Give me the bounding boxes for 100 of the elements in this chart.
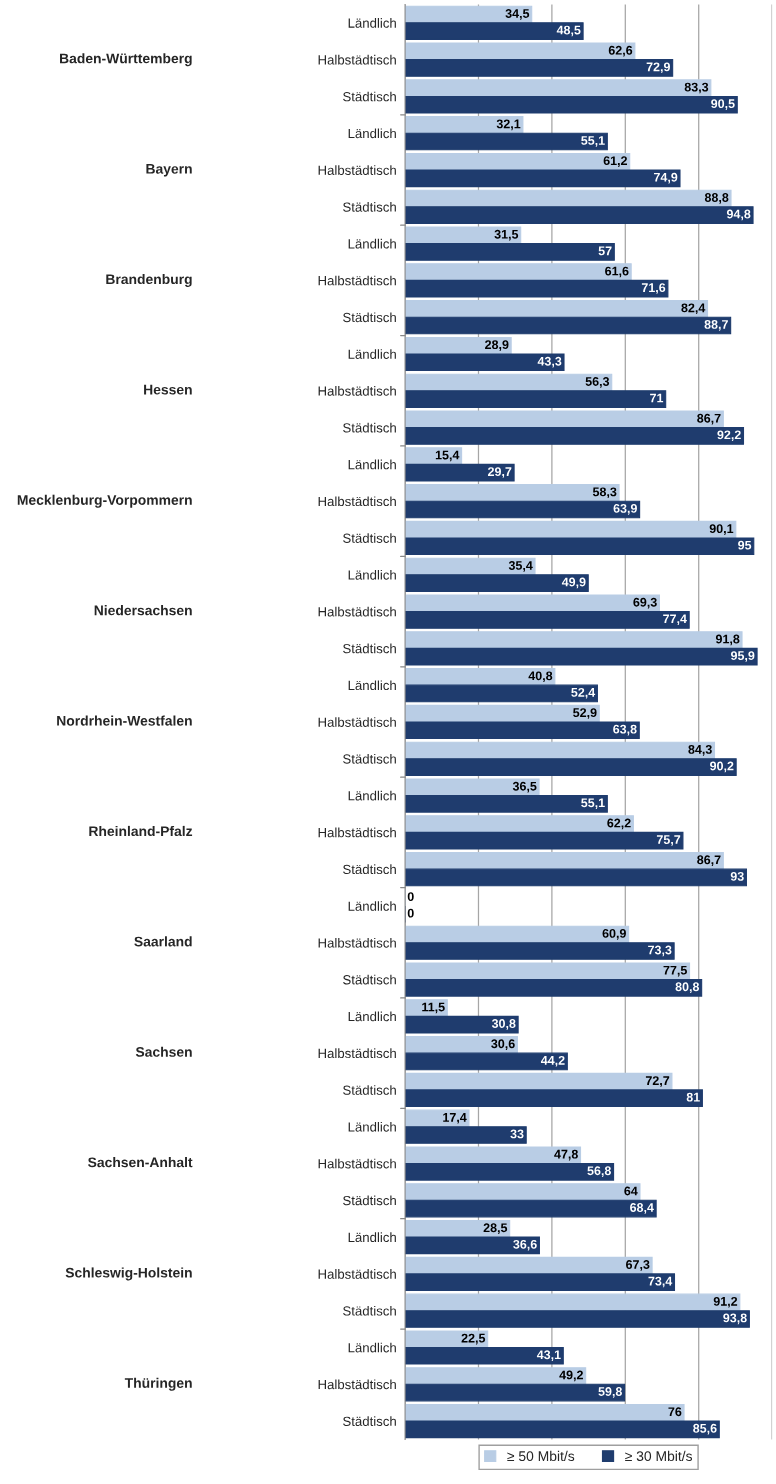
data-label: 69,3 [633, 597, 657, 609]
y-tick-label: Städtisch [343, 422, 396, 433]
data-label: 82,4 [681, 303, 706, 315]
data-label: 22,5 [461, 1333, 486, 1345]
data-label: 49,2 [559, 1370, 583, 1382]
text: Saarland [134, 936, 192, 947]
data-label: 30,6 [491, 1039, 515, 1051]
legend-label: ≥ 50 Mbit/s [507, 1450, 575, 1462]
y-tick-label: Halbstädtisch [318, 386, 396, 396]
data-label: 86,7 [697, 413, 721, 425]
y-tick-label: Halbstädtisch [318, 827, 396, 838]
data-label: 28,5 [483, 1223, 508, 1234]
text: Thüringen [124, 1377, 192, 1391]
data-label: 55,1 [581, 136, 605, 147]
y-tick-label: Städtisch [343, 91, 396, 102]
y-tick-label: Ländlich [348, 1232, 396, 1243]
y-tick-label: Städtisch [343, 1195, 396, 1206]
data-label: 55,1 [581, 798, 605, 809]
data-label: 60,9 [602, 928, 626, 940]
text: Mecklenburg-Vorpommern [17, 494, 192, 508]
data-label: 48,5 [556, 25, 581, 37]
data-label: 32,1 [496, 119, 521, 131]
y-tick-label: Städtisch [343, 1085, 396, 1095]
data-label: 63,8 [613, 724, 637, 736]
data-label: 85,6 [693, 1423, 717, 1435]
y-tick-label: Ländlich [348, 1121, 396, 1132]
y-tick-label: Ländlich [348, 901, 396, 911]
data-label: 52,4 [571, 687, 596, 699]
data-label: 43,3 [537, 356, 562, 368]
data-label: 0 [407, 908, 414, 918]
data-label: 40,8 [528, 671, 553, 683]
y-tick-label: Halbstädtisch [318, 1048, 396, 1059]
data-label: 75,7 [656, 835, 681, 846]
data-label: 77,5 [663, 965, 687, 977]
y-tick-label: Halbstädtisch [318, 496, 396, 507]
y-tick-label: Halbstädtisch [318, 717, 396, 727]
text: Baden-Württemberg [60, 53, 192, 67]
data-label: 90,2 [710, 761, 734, 773]
data-label: 74,9 [654, 172, 678, 184]
y-tick-label: Halbstädtisch [318, 1158, 396, 1169]
data-label: 84,3 [688, 744, 712, 756]
y-tick-label: Ländlich [348, 349, 396, 359]
y-tick-label: Städtisch [343, 974, 396, 985]
data-label: 56,3 [585, 377, 610, 388]
data-label: 49,9 [561, 577, 586, 589]
data-label: 62,6 [608, 45, 633, 57]
data-label: 44,2 [540, 1055, 565, 1067]
data-label: 72,9 [646, 62, 670, 74]
data-label: 30,8 [491, 1019, 516, 1030]
text: Nordrhein-Westfalen [57, 715, 192, 726]
data-label: 68,4 [630, 1203, 654, 1214]
data-label: 47,8 [554, 1149, 578, 1161]
data-label: 73,3 [648, 945, 672, 957]
data-label: 34,5 [505, 9, 530, 20]
text: Bayern [146, 164, 192, 177]
data-label: 86,7 [697, 855, 721, 867]
data-label: 63,9 [613, 503, 637, 515]
data-label: 92,2 [717, 430, 741, 442]
data-label: 76 [668, 1407, 682, 1417]
data-label: 43,1 [536, 1350, 561, 1361]
data-label: 91,8 [715, 634, 740, 646]
legend-label: ≥ 30 Mbit/s [625, 1450, 693, 1462]
text: Sachsen [135, 1046, 192, 1057]
data-label: 95,9 [730, 651, 755, 662]
data-label: 0 [407, 892, 414, 902]
y-tick-label: Halbstädtisch [318, 1269, 396, 1279]
data-label: 88,7 [704, 320, 728, 331]
y-tick-label: Ländlich [348, 790, 396, 801]
y-tick-label: Ländlich [348, 1011, 396, 1022]
data-label: 56,8 [587, 1166, 611, 1177]
y-tick-label: Halbstädtisch [318, 937, 396, 948]
data-label: 95 [738, 540, 752, 550]
y-tick-label: Ländlich [348, 128, 396, 139]
data-label: 72,7 [645, 1076, 670, 1087]
data-label: 59,8 [598, 1387, 622, 1398]
text: Rheinland-Pfalz [89, 825, 193, 837]
data-label: 71 [650, 393, 664, 403]
data-label: 88,8 [704, 193, 729, 204]
data-label: 58,3 [592, 487, 617, 499]
y-tick-label: Städtisch [343, 864, 396, 875]
y-tick-label: Städtisch [343, 1305, 396, 1316]
data-label: 35,4 [508, 561, 533, 572]
data-label: 28,9 [485, 340, 509, 351]
y-tick-label: Halbstädtisch [318, 165, 396, 175]
y-tick-label: Städtisch [343, 643, 396, 654]
data-label: 61,6 [605, 266, 629, 278]
text: Schleswig-Holstein [65, 1267, 192, 1281]
data-label: 31,5 [494, 229, 519, 241]
y-tick-label: Städtisch [343, 533, 396, 543]
data-label: 57 [598, 246, 612, 256]
data-label: 93,8 [723, 1313, 747, 1325]
y-tick-label: Halbstädtisch [318, 606, 396, 617]
data-label: 90,5 [711, 99, 735, 110]
y-tick-label: Halbstädtisch [318, 275, 396, 286]
y-tick-label: Ländlich [348, 680, 396, 691]
data-label: 90,1 [709, 524, 734, 535]
data-label: 33 [510, 1129, 524, 1139]
data-label: 93 [730, 871, 744, 881]
data-label: 81 [686, 1092, 700, 1102]
data-label: 83,3 [684, 82, 709, 94]
